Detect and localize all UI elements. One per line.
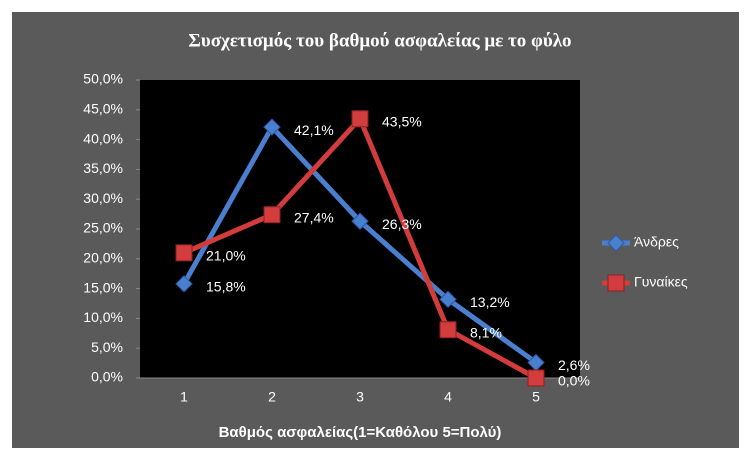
legend-marker	[607, 274, 625, 292]
point	[263, 206, 281, 224]
legend-marker	[607, 234, 625, 252]
y-tick-label: 20,0%	[83, 250, 123, 266]
data-label: 43,5%	[382, 113, 422, 129]
data-label: 26,3%	[382, 216, 422, 232]
y-tick-label: 25,0%	[83, 220, 123, 236]
data-label: 13,2%	[470, 294, 510, 310]
x-axis-label: Βαθμός ασφαλείας(1=Καθόλου 5=Πολύ)	[219, 424, 502, 441]
y-tick-label: 30,0%	[83, 190, 123, 206]
legend-label: Άνδρες	[634, 234, 679, 250]
x-tick-label: 3	[356, 389, 364, 405]
y-tick-label: 0,0%	[91, 369, 123, 385]
y-tick-label: 5,0%	[91, 339, 123, 355]
data-label: 0,0%	[558, 373, 590, 389]
y-tick-label: 45,0%	[83, 101, 123, 117]
x-tick-label: 5	[532, 389, 540, 405]
point	[351, 212, 369, 230]
data-label: 15,8%	[206, 279, 246, 295]
data-label: 8,1%	[470, 324, 502, 340]
data-label: 21,0%	[206, 248, 246, 264]
data-label: 2,6%	[558, 357, 590, 373]
y-tick-label: 40,0%	[83, 130, 123, 146]
point	[351, 110, 369, 128]
data-label: 27,4%	[294, 209, 334, 225]
data-label: 42,1%	[294, 122, 334, 138]
legend-label: Γυναίκες	[634, 274, 688, 290]
chart-title: Συσχετισμός του βαθμού ασφαλείας με το φ…	[188, 30, 571, 51]
x-tick-label: 2	[268, 389, 276, 405]
point	[175, 275, 193, 293]
point	[439, 290, 457, 309]
point	[527, 369, 545, 387]
y-tick-label: 50,0%	[83, 71, 123, 87]
y-tick-label: 35,0%	[83, 160, 123, 176]
point	[175, 244, 193, 262]
point	[263, 118, 281, 136]
point	[439, 321, 457, 339]
y-tick-label: 10,0%	[83, 309, 123, 325]
x-tick-label: 4	[444, 389, 452, 405]
y-tick-label: 15,0%	[83, 279, 123, 295]
x-tick-label: 1	[180, 389, 188, 405]
